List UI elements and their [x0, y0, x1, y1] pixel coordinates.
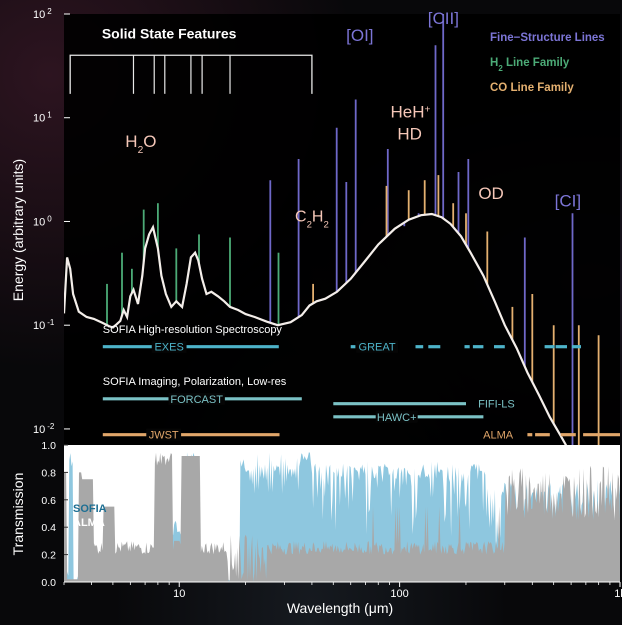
- sofia-series-label: SOFIA: [73, 503, 107, 515]
- energy-tick-label: 10 -1: [33, 318, 55, 333]
- great-label: GREAT: [359, 342, 396, 354]
- ci-label: [CI]: [555, 191, 581, 210]
- transmission-axis-label: Transmission: [10, 473, 26, 556]
- wavelength-tick-label: 100: [390, 588, 408, 600]
- solid-state-features-label: Solid State Features: [102, 26, 237, 42]
- wavelength-tick-label: 10: [173, 588, 185, 600]
- transmission-tick-label: 1.0: [41, 440, 56, 452]
- instrument-header: SOFIA Imaging, Polarization, Low-res: [103, 376, 287, 388]
- transmission-tick-label: 0.6: [41, 495, 56, 507]
- instrument-header: SOFIA High-resolution Spectroscopy: [103, 324, 283, 336]
- oi-label: [OI]: [346, 26, 373, 45]
- energy-tick-label: 10 0: [33, 214, 52, 229]
- energy-axis-label: Energy (arbitrary units): [10, 159, 26, 301]
- forcast-label: FORCAST: [170, 394, 223, 406]
- energy-tick-label: 10 2: [33, 7, 52, 22]
- od-label: OD: [478, 184, 504, 203]
- heh-label: HeH+: [390, 103, 430, 122]
- alma-transmission-area: [64, 452, 620, 582]
- jwst-label: JWST: [149, 430, 179, 442]
- legend-entry: Fine−Structure Lines: [490, 32, 605, 44]
- ho-label: H2O: [125, 132, 156, 156]
- energy-tick-label: 10 -2: [33, 421, 55, 436]
- alma-label: ALMA: [483, 430, 514, 442]
- cii-label: [CII]: [428, 9, 459, 28]
- legend-entry: CO Line Family: [490, 82, 574, 94]
- solid-state-bracket: [69, 54, 313, 94]
- alma-series-label: ALMA: [73, 517, 105, 529]
- legend-entry: H2 Line Family: [490, 57, 570, 73]
- exes-label: EXES: [154, 342, 183, 354]
- transmission-tick-label: 0.8: [41, 467, 56, 479]
- transmission-tick-label: 0.2: [41, 550, 56, 562]
- hawc-label: HAWC+: [377, 412, 417, 424]
- hd-label: HD: [397, 124, 422, 143]
- transmission-tick-label: 0.0: [41, 577, 56, 589]
- wavelength-tick-label: 1k: [614, 588, 622, 600]
- transmission-tick-label: 0.4: [41, 522, 56, 534]
- wavelength-axis-label: Wavelength (μm): [287, 600, 393, 616]
- energy-tick-label: 10 1: [33, 110, 52, 125]
- continuum-curve: [64, 212, 568, 445]
- ch-label: C2H2: [295, 208, 329, 230]
- fifi-ls-label: FIFI-LS: [478, 399, 515, 411]
